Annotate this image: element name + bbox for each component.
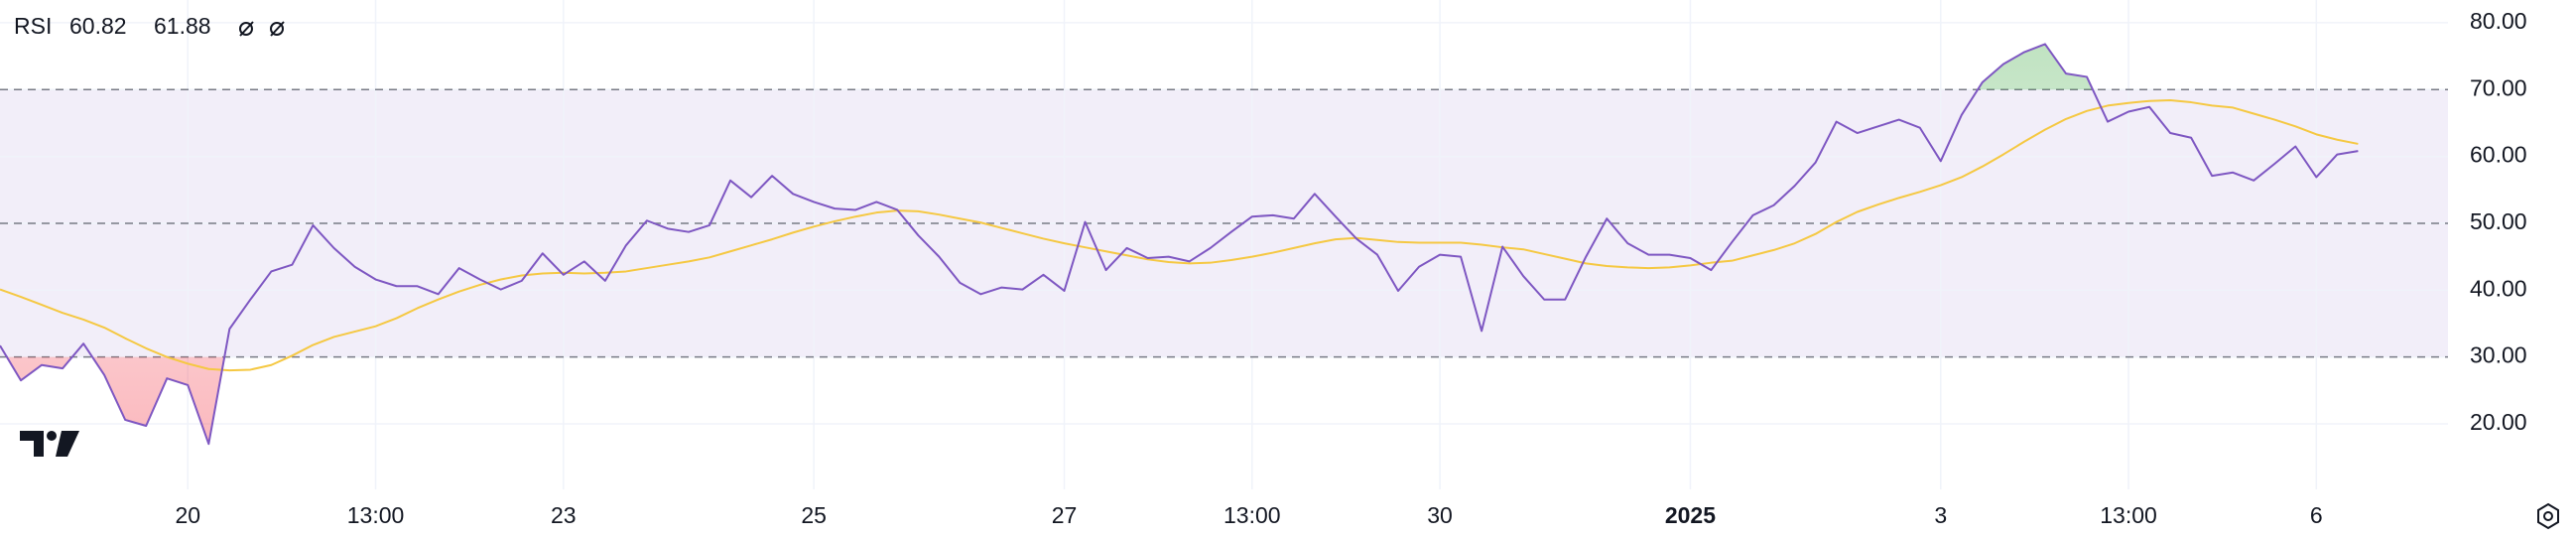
x-tick-label: 3: [1934, 502, 1947, 528]
y-tick-label: 20.00: [2470, 409, 2527, 435]
x-tick-label: 2025: [1665, 502, 1716, 528]
x-tick-label: 27: [1052, 502, 1078, 528]
tradingview-logo: [20, 431, 79, 457]
data-layer: [0, 43, 2359, 446]
y-tick-label: 30.00: [2470, 342, 2527, 368]
legend-header: RSI 60.82 61.88: [14, 13, 285, 39]
series-line: [0, 99, 2359, 372]
x-tick-label: 20: [175, 502, 200, 528]
empty-icon: [239, 21, 254, 37]
y-tick-label: 50.00: [2470, 208, 2527, 234]
rsi-value: 60.82: [69, 13, 127, 39]
x-tick-label: 13:00: [347, 502, 405, 528]
y-tick-label: 70.00: [2470, 74, 2527, 100]
series-line: [0, 43, 2359, 446]
x-tick-label: 6: [2310, 502, 2323, 528]
x-tick-label: 23: [551, 502, 577, 528]
ma-value: 61.88: [154, 13, 211, 39]
background-layer: [0, 0, 2448, 489]
y-tick-label: 40.00: [2470, 275, 2527, 301]
overbought-fill: [1978, 44, 2093, 90]
y-tick-label: 80.00: [2470, 8, 2527, 34]
x-tick-label: 30: [1427, 502, 1453, 528]
x-tick-label: 13:00: [2100, 502, 2157, 528]
x-tick-label: 13:00: [1224, 502, 1281, 528]
x-tick-label: 25: [801, 502, 827, 528]
settings-icon[interactable]: [2537, 502, 2559, 530]
text-layer: 20.00 30.00 40.00 50.00 60.00 70.00 80.00 20 13:…: [175, 8, 2526, 528]
indicator-title: RSI: [14, 13, 52, 39]
y-tick-label: 60.00: [2470, 142, 2527, 168]
empty-icon: [270, 21, 285, 37]
